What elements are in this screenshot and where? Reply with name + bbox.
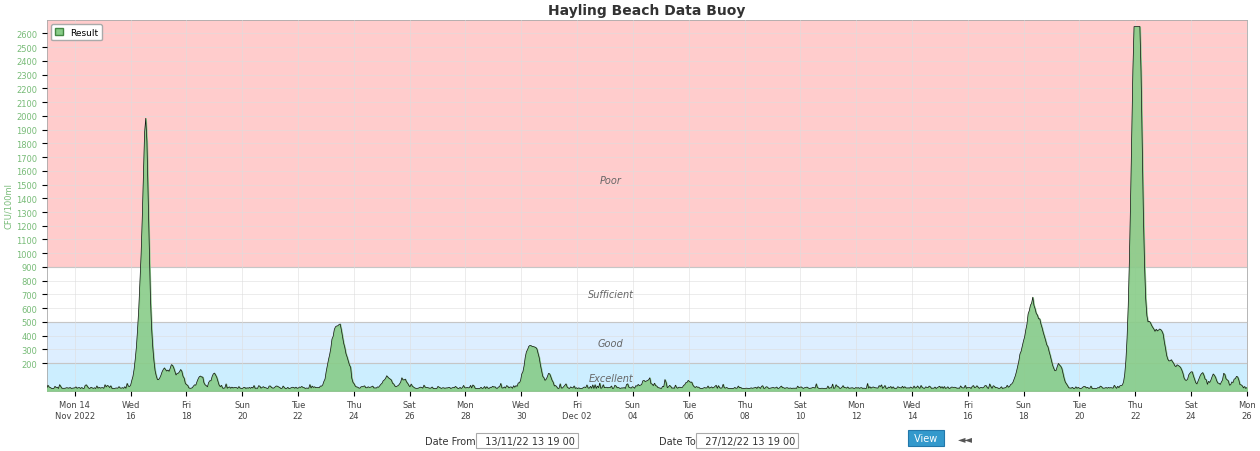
Text: Excellent: Excellent xyxy=(588,373,634,383)
Bar xyxy=(47,21,1247,267)
Text: Date From:: Date From: xyxy=(425,436,479,446)
Text: Good: Good xyxy=(598,338,624,348)
Text: 13/11/22 13 19 00: 13/11/22 13 19 00 xyxy=(479,436,575,446)
Text: Date To:: Date To: xyxy=(659,436,699,446)
Text: Sufficient: Sufficient xyxy=(588,290,634,300)
Bar xyxy=(47,322,1247,364)
Text: View: View xyxy=(911,433,941,443)
Bar xyxy=(47,364,1247,391)
Text: Poor: Poor xyxy=(600,176,621,186)
Legend: Result: Result xyxy=(52,25,102,41)
Y-axis label: CFU/100ml: CFU/100ml xyxy=(4,183,13,229)
Text: ◄◄: ◄◄ xyxy=(958,433,973,443)
Text: 27/12/22 13 19 00: 27/12/22 13 19 00 xyxy=(699,436,795,446)
Title: Hayling Beach Data Buoy: Hayling Beach Data Buoy xyxy=(548,4,746,18)
Bar xyxy=(47,267,1247,322)
